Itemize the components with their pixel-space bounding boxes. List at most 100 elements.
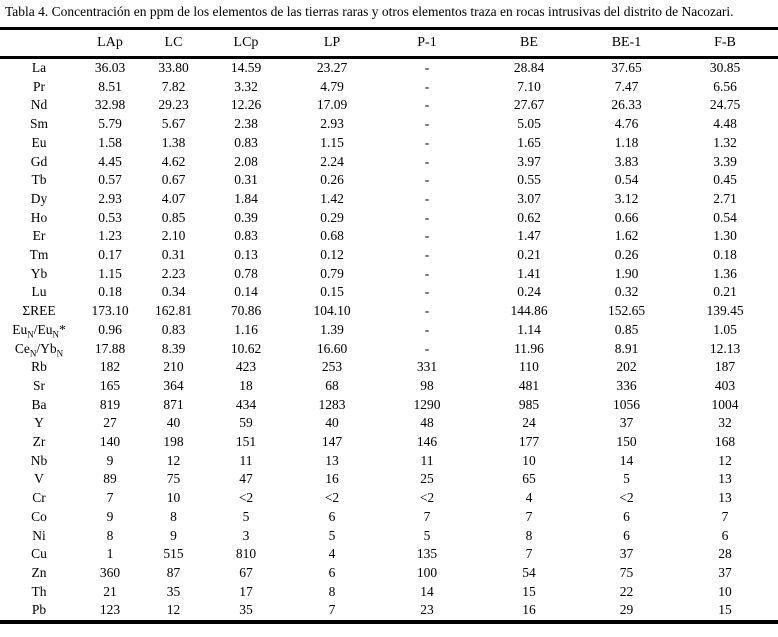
table-row: CeN/YbN 17.88 8.39 10.62 16.60 - 11.96 8.91 12.1… bbox=[0, 340, 778, 359]
table-row: Ho 0.53 0.85 0.39 0.29 - 0.62 0.66 0.54 bbox=[0, 209, 778, 228]
table-row: Eu 1.58 1.38 0.83 1.15 - 1.65 1.18 1.32 bbox=[0, 134, 778, 153]
table-row: Pb 123 12 35 7 23 16 29 15 bbox=[0, 601, 778, 622]
cell: 75 bbox=[619, 564, 634, 580]
cell: 2.23 bbox=[161, 265, 186, 281]
cell: - bbox=[424, 60, 430, 75]
cell: 110 bbox=[519, 359, 539, 375]
cell: 4.76 bbox=[614, 116, 639, 132]
cell: 2.08 bbox=[234, 153, 258, 169]
cell: - bbox=[424, 228, 430, 244]
cell: 12 bbox=[718, 452, 732, 468]
cell: 7 bbox=[328, 602, 336, 618]
row-label: Pr bbox=[32, 78, 45, 94]
cell: 10 bbox=[166, 490, 181, 506]
cell: 0.83 bbox=[234, 228, 258, 244]
cell: 6 bbox=[623, 527, 630, 543]
cell: 1.42 bbox=[320, 190, 344, 206]
cell: 0.18 bbox=[713, 247, 737, 263]
column-header-lap: LAp bbox=[97, 35, 123, 50]
cell: 1.18 bbox=[614, 134, 639, 150]
cell: 8 bbox=[328, 583, 336, 599]
row-label: Ba bbox=[31, 396, 47, 412]
row-label: Sr bbox=[32, 377, 45, 393]
row-label: Ni bbox=[32, 527, 46, 543]
cell: 33.80 bbox=[158, 60, 189, 75]
cell: 6 bbox=[328, 564, 336, 580]
cell: 75 bbox=[166, 471, 181, 487]
cell: 0.67 bbox=[161, 172, 186, 188]
cell: 0.66 bbox=[614, 209, 639, 225]
cell: 0.18 bbox=[98, 284, 122, 300]
cell: 0.62 bbox=[517, 209, 541, 225]
cell: 0.68 bbox=[320, 228, 344, 244]
cell: 1.14 bbox=[517, 321, 541, 337]
cell: 210 bbox=[163, 359, 184, 375]
table-header: LAp LC LCp LP P-1 BE BE-1 F-B bbox=[0, 28, 778, 58]
cell: 104.10 bbox=[313, 303, 351, 319]
cell: 253 bbox=[321, 359, 343, 375]
cell: 198 bbox=[163, 434, 184, 450]
cell: 0.32 bbox=[614, 284, 639, 300]
cell: 26.33 bbox=[611, 97, 642, 113]
cell: 10 bbox=[522, 452, 536, 468]
cell: 1.39 bbox=[320, 321, 344, 337]
cell: 13 bbox=[325, 452, 339, 468]
cell: 29.23 bbox=[158, 97, 189, 113]
cell: 1.41 bbox=[517, 265, 541, 281]
cell: 187 bbox=[714, 359, 736, 375]
cell: 24.75 bbox=[709, 97, 741, 113]
table-caption: Tabla 4. Concentración en ppm de los ele… bbox=[5, 4, 734, 19]
cell: 0.31 bbox=[161, 247, 186, 263]
cell: 8.39 bbox=[161, 340, 186, 356]
cell: 1.47 bbox=[517, 228, 541, 244]
cell: 1.62 bbox=[614, 228, 639, 244]
table-body: La 36.03 33.80 14.59 23.27-28.84 37.65 30.85 Pr… bbox=[0, 58, 778, 623]
cell: 2.38 bbox=[234, 116, 258, 132]
cell: 7 bbox=[106, 490, 114, 506]
cell: - bbox=[424, 78, 430, 94]
cell: 819 bbox=[99, 396, 121, 412]
table-row: La 36.03 33.80 14.59 23.27 - 28.84 37.65 30.85 bbox=[0, 58, 778, 78]
cell: 0.13 bbox=[234, 247, 258, 263]
cell: 423 bbox=[235, 359, 257, 375]
cell: 67 bbox=[239, 564, 253, 580]
cell: 5.05 bbox=[517, 116, 541, 132]
table-row: Rb 182 210 423 253 331 110 202 187 bbox=[0, 358, 778, 377]
row-label: Zn bbox=[31, 564, 47, 580]
cell: <2 bbox=[324, 490, 340, 506]
cell: - bbox=[424, 172, 430, 188]
table-row: Th 21 35 17 8 14 15 22 10 bbox=[0, 583, 778, 602]
cell: - bbox=[424, 97, 430, 113]
cell: 5.67 bbox=[161, 116, 186, 132]
cell: 168 bbox=[714, 434, 736, 450]
cell: 0.85 bbox=[614, 321, 639, 337]
cell: 151 bbox=[235, 434, 257, 450]
row-label: Cr bbox=[32, 490, 46, 506]
cell: 30.85 bbox=[709, 60, 741, 75]
cell: 139.45 bbox=[706, 303, 744, 319]
cell: 147 bbox=[321, 434, 343, 450]
cell: 12.13 bbox=[709, 340, 741, 356]
cell: 1.38 bbox=[161, 134, 186, 150]
cell: 37 bbox=[619, 546, 634, 562]
row-label: Zr bbox=[32, 434, 46, 450]
row-label: Nb bbox=[30, 452, 48, 468]
cell: 16 bbox=[522, 602, 536, 618]
cell: - bbox=[424, 340, 430, 356]
cell: 2.10 bbox=[161, 228, 186, 244]
cell: 13 bbox=[718, 490, 732, 506]
cell: 23.27 bbox=[316, 60, 348, 75]
cell: 100 bbox=[416, 564, 438, 580]
table-row: Yb 1.15 2.23 0.78 0.79 - 1.41 1.90 1.36 bbox=[0, 265, 778, 284]
cell: 37.65 bbox=[611, 60, 642, 75]
cell: 9 bbox=[106, 452, 114, 468]
cell: 0.57 bbox=[98, 172, 122, 188]
cell: - bbox=[424, 303, 430, 319]
table-row: Ni 8 9 3 5 5 8 6 6 bbox=[0, 527, 778, 546]
cell: 0.24 bbox=[517, 284, 541, 300]
cell: 434 bbox=[235, 396, 257, 412]
row-label: Dy bbox=[30, 190, 48, 206]
cell: 12.26 bbox=[230, 97, 262, 113]
column-header-lp: LP bbox=[323, 35, 341, 50]
row-label: V bbox=[34, 471, 44, 487]
